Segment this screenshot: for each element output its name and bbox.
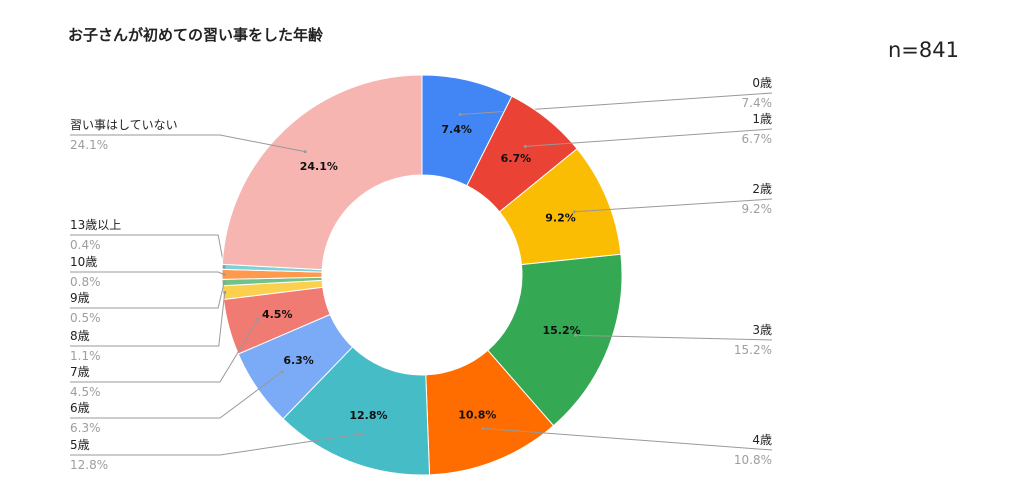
slice-percent-label: 6.3%: [70, 421, 101, 435]
slice-category-label: 6歳: [70, 401, 90, 415]
leader-dot: [222, 272, 226, 276]
chart-title: お子さんが初めての習い事をした年齢: [68, 26, 324, 44]
slice-value-label: 15.2%: [543, 324, 581, 337]
leader-dot: [222, 265, 226, 269]
leader-dot: [222, 280, 226, 284]
donut-slice: [221, 74, 423, 271]
leader-line: [70, 271, 225, 275]
slice-percent-label: 0.4%: [70, 238, 101, 252]
slice-category-label: 2歳: [752, 182, 772, 196]
donut-slice: [487, 253, 623, 427]
slice-value-label: 10.8%: [458, 408, 496, 421]
slice-category-label: 13歳以上: [70, 218, 121, 232]
leader-line: [70, 134, 306, 153]
leader-line: [70, 292, 226, 347]
slice-percent-label: 7.4%: [742, 96, 773, 110]
slice-value-label: 4.5%: [262, 308, 293, 321]
leader-line: [70, 282, 225, 309]
leader-dot: [458, 112, 462, 116]
leader-line: [525, 128, 773, 147]
slice-value-label: 7.4%: [441, 123, 472, 136]
slice-percent-label: 10.8%: [734, 453, 772, 467]
leader-line: [70, 433, 362, 456]
slice-category-label: 4歳: [752, 433, 772, 447]
leader-dot: [303, 150, 307, 154]
slice-category-label: 8歳: [70, 329, 90, 343]
slice-percent-label: 0.8%: [70, 275, 101, 289]
leader-line: [482, 427, 773, 451]
slice-category-label: 10歳: [70, 255, 97, 269]
slice-percent-label: 12.8%: [70, 458, 108, 472]
leader-dot: [574, 333, 578, 337]
slice-category-label: 1歳: [752, 112, 772, 126]
slice-value-label: 12.8%: [349, 409, 387, 422]
slice-value-label: 6.3%: [283, 354, 314, 367]
leader-line: [575, 334, 773, 341]
leader-line: [70, 234, 225, 267]
sample-size-label: n=841: [888, 38, 959, 62]
leader-dot: [280, 370, 284, 374]
slice-percent-label: 9.2%: [742, 202, 773, 216]
slice-category-label: 習い事はしていない: [70, 118, 178, 132]
slice-category-label: 5歳: [70, 438, 90, 452]
slice-percent-label: 24.1%: [70, 138, 108, 152]
leader-line: [574, 198, 773, 213]
slice-value-label: 9.2%: [545, 211, 576, 224]
leader-line: [70, 319, 259, 383]
slice-percent-label: 6.7%: [742, 132, 773, 146]
leader-dot: [523, 144, 527, 148]
leader-dot: [572, 210, 576, 214]
slice-value-label: 24.1%: [300, 160, 338, 173]
slice-value-label: 6.7%: [501, 152, 532, 165]
slice-percent-label: 0.5%: [70, 311, 101, 325]
slice-category-label: 9歳: [70, 291, 90, 305]
slice-percent-label: 1.1%: [70, 349, 101, 363]
leader-dot: [481, 426, 485, 430]
slice-percent-label: 4.5%: [70, 385, 101, 399]
leader-line: [70, 371, 283, 419]
slice-category-label: 0歳: [752, 76, 772, 90]
slice-percent-label: 15.2%: [734, 343, 772, 357]
slice-category-label: 7歳: [70, 365, 90, 379]
leader-dot: [223, 290, 227, 294]
leader-dot: [256, 317, 260, 321]
leader-dot: [359, 432, 363, 436]
slice-category-label: 3歳: [752, 323, 772, 337]
